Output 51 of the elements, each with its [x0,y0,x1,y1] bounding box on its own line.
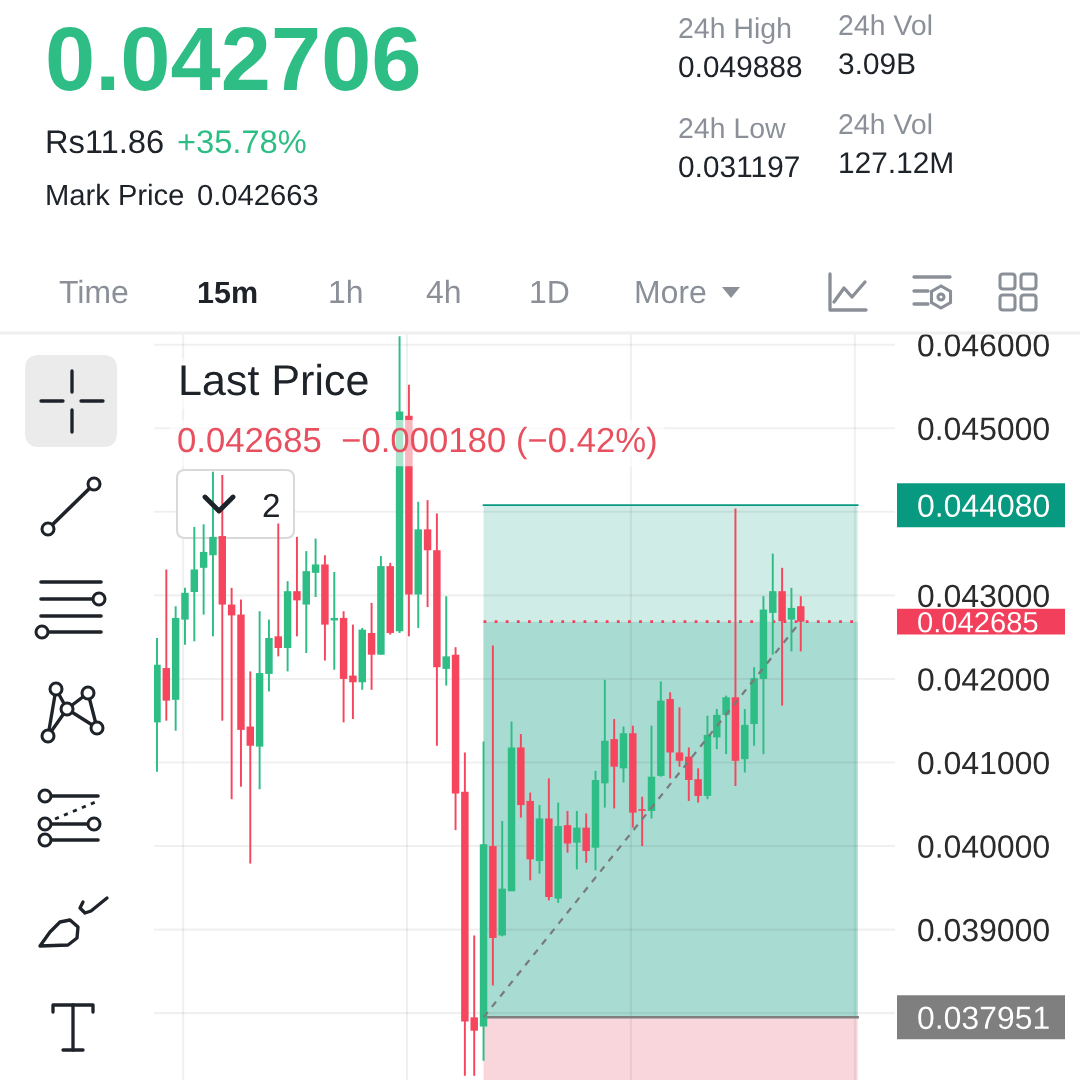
text: 1D [531,281,569,303]
candlestick [722,694,730,756]
candlestick [442,595,450,687]
candlestick [349,623,357,720]
ref-line-label: 0.042685 [918,611,1038,633]
ref-line-label: 0.037951 [918,1006,1049,1030]
text: More [636,281,706,304]
text: 1h [330,279,362,303]
y-tick-label: 0.046000 [918,333,1049,357]
candlestick [582,812,590,864]
candlestick [423,499,432,609]
annotation: 2 [263,493,279,517]
text: 24h High [679,17,791,44]
candlestick [199,523,208,616]
candlestick [675,706,684,768]
text: 0.042706 [48,26,419,91]
text: 24h Vol [839,113,932,135]
text: +35.78% [178,130,306,154]
text: 127.12M [840,152,952,173]
candlestick [563,809,572,854]
candlestick [246,670,255,865]
text: 3.09B [839,53,915,75]
y-tick-label: 0.041000 [918,751,1049,775]
candlestick [274,522,283,658]
text: 0.042685 −0.000180 (−0.42%) [178,426,656,460]
text: 4h [426,279,460,303]
candlestick [293,535,301,638]
candlestick [573,809,581,871]
text: 24h Vol [839,14,932,36]
y-tick-label: 0.045000 [918,417,1049,441]
y-tick-label: 0.043000 [918,584,1049,608]
candlestick [209,470,217,638]
y-tick-label: 0.042000 [918,668,1049,691]
candlestick [190,525,199,643]
text: 0.049888 [679,56,802,78]
candlestick [311,537,320,599]
text: Time [59,279,128,304]
candlestick [713,708,721,751]
text: Rs11.86 [47,130,163,154]
candlestick [367,601,376,691]
text: 0.031197 [679,156,799,178]
text: Mark Price [47,183,184,206]
text: Last Price [181,363,368,396]
candlestick [787,586,796,653]
ref-line-label: 0.044080 [918,494,1049,518]
candlestick [769,552,777,656]
text: 0.042663 [198,184,318,206]
y-tick-label: 0.039000 [918,918,1049,942]
text: 15m [198,281,257,304]
y-tick-label: 0.040000 [918,835,1049,858]
text: 24h Low [679,117,786,139]
